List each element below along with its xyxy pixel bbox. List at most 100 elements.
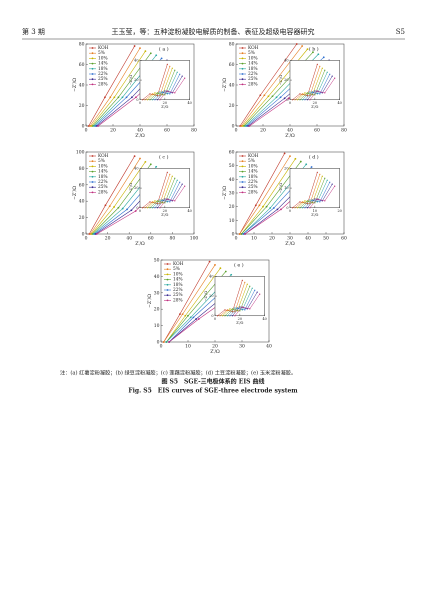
- legend-marker: [91, 52, 94, 55]
- inset-point: [166, 171, 168, 173]
- x-tick-label: 10: [251, 236, 257, 242]
- legend-label: KOH: [98, 154, 109, 159]
- point: [283, 97, 286, 100]
- point: [259, 94, 262, 97]
- point: [95, 233, 98, 235]
- inset-point: [304, 92, 306, 94]
- point: [306, 48, 309, 51]
- point: [263, 94, 266, 97]
- y-tick-label: 40: [79, 83, 85, 89]
- inset-point: [231, 311, 233, 313]
- legend-marker: [241, 78, 244, 81]
- inset-series-line: [292, 64, 318, 100]
- y-tick-label: 40: [79, 199, 85, 205]
- inset-y-tick-label: 40: [284, 58, 288, 62]
- point: [265, 205, 268, 208]
- legend-marker: [241, 165, 244, 168]
- legend-label: 22%: [98, 72, 108, 77]
- inset-point: [184, 185, 186, 187]
- y-tick-label: 30: [229, 191, 235, 197]
- inset-series-line: [297, 176, 323, 208]
- running-title: 王玉莹，等：五种淀粉凝胶电解质的制备、表征及超级电容器研究: [112, 27, 315, 36]
- inset-x-tick-label: 20: [338, 209, 342, 213]
- inset-point: [231, 315, 233, 317]
- legend-label: 28%: [173, 298, 183, 303]
- x-tick-label: 80: [170, 236, 176, 242]
- panel-label: ( c ): [159, 154, 169, 161]
- x-tick-label: 40: [126, 236, 132, 242]
- inset-point: [171, 200, 173, 202]
- point: [248, 125, 251, 127]
- x-tick-label: 100: [190, 236, 199, 242]
- inset-point: [249, 308, 251, 310]
- legend-label: 10%: [98, 164, 108, 169]
- point: [139, 157, 141, 160]
- legend-marker: [91, 73, 94, 75]
- inset-point: [306, 92, 308, 94]
- legend-label: 25%: [248, 77, 258, 82]
- inset-point: [311, 199, 313, 201]
- inset-point: [326, 71, 328, 73]
- point: [95, 125, 98, 127]
- legend-marker: [166, 289, 169, 291]
- inset-series-line: [142, 172, 168, 208]
- y-tick-label: 30: [154, 290, 160, 296]
- legend-label: 5%: [98, 159, 105, 164]
- inset-series-line: [144, 174, 171, 208]
- inset-point: [316, 63, 318, 65]
- legend-label: 25%: [98, 185, 108, 190]
- inset-point: [174, 200, 176, 202]
- x-tick-label: 40: [137, 128, 143, 134]
- x-tick-label: 0: [235, 236, 238, 242]
- legend-marker: [91, 47, 94, 49]
- point: [109, 96, 112, 99]
- legend-label: 14%: [98, 170, 108, 175]
- inset-point: [294, 207, 296, 209]
- inset-point: [156, 92, 158, 94]
- inset-point: [166, 63, 168, 65]
- inset-point: [324, 92, 326, 94]
- x-tick-label: 20: [269, 236, 275, 242]
- inset-point: [324, 200, 326, 202]
- point: [244, 125, 247, 127]
- inset-point: [224, 309, 226, 311]
- x-axis-label: Z′/Ω: [135, 241, 145, 247]
- point: [287, 97, 290, 100]
- inset-point: [226, 315, 229, 317]
- inset-point: [179, 181, 181, 183]
- point: [301, 45, 304, 47]
- x-tick-label: 80: [341, 128, 347, 134]
- point: [149, 52, 152, 55]
- legend-marker: [166, 294, 169, 297]
- figure-title-cn: 图 S5 SGE-三电极体系的 EIS 曲线: [161, 378, 264, 386]
- inset-series-line: [159, 77, 185, 100]
- inset-point: [329, 181, 331, 183]
- inset-point: [166, 93, 168, 95]
- inset-x-tick-label: 40: [188, 101, 192, 105]
- legend-label: 10%: [98, 56, 108, 61]
- legend-label: 10%: [248, 164, 258, 169]
- inset-y-axis-label: −Z″/Ω: [204, 291, 208, 302]
- legend-label: 25%: [173, 293, 183, 298]
- inset-series-line: [159, 185, 185, 208]
- inset-point: [154, 92, 156, 94]
- inset-point: [146, 99, 149, 101]
- inset-series-line: [147, 68, 173, 100]
- inset-point: [156, 203, 158, 205]
- inset-point: [311, 91, 313, 93]
- inset-y-tick-label: 40: [209, 274, 213, 278]
- point: [299, 160, 302, 163]
- point: [254, 204, 257, 207]
- y-tick-label: 80: [229, 42, 235, 48]
- inset-y-axis-label: −Z″/Ω: [129, 183, 133, 194]
- point: [241, 125, 244, 127]
- y-tick-label: 100: [76, 150, 85, 156]
- inset-point: [309, 91, 311, 93]
- inset-series-line: [294, 174, 321, 208]
- inset-point: [231, 308, 233, 310]
- point: [89, 125, 91, 127]
- legend-marker: [241, 57, 244, 60]
- inset-point: [254, 289, 256, 291]
- x-tick-label: 60: [164, 128, 170, 134]
- inset-point: [176, 179, 178, 181]
